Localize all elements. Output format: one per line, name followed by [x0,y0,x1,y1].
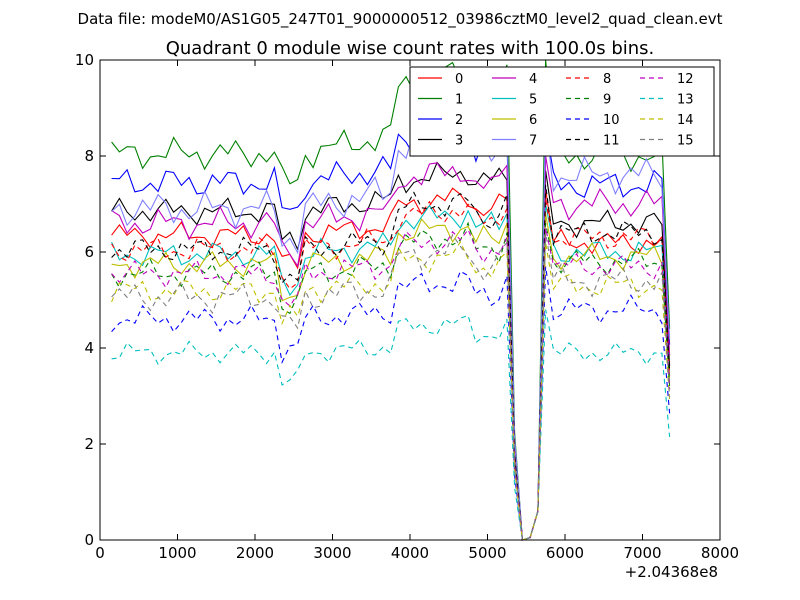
chart-title: Quadrant 0 module wise count rates with … [166,38,655,59]
x-tick-label: 0 [95,544,105,562]
legend-label-10: 10 [603,113,620,128]
x-tick-label: 2000 [236,544,274,562]
series-line-7 [111,117,671,541]
y-tick-label: 2 [84,435,94,453]
legend-label-3: 3 [455,134,463,149]
series-line-10 [111,266,671,541]
x-axis: 0 1000 2000 3000 4000 5000 6000 7000 8000 [95,60,739,562]
x-tick-label: 6000 [546,544,584,562]
series-line-9 [111,221,671,541]
legend-label-13: 13 [677,93,694,108]
legend-label-8: 8 [603,72,611,87]
x-tick-label: 1000 [158,544,196,562]
x-tick-label: 7000 [623,544,661,562]
legend-label-1: 1 [455,93,463,108]
legend-label-7: 7 [529,134,537,149]
legend-label-9: 9 [603,93,611,108]
legend-frame [409,66,715,157]
y-tick-label: 4 [84,339,94,357]
series-line-4 [111,155,671,541]
legend-label-11: 11 [603,134,620,149]
legend-label-5: 5 [529,93,537,108]
series-line-8 [111,199,671,541]
series-line-15 [111,232,671,541]
suptitle: Data file: modeM0/AS1G05_247T01_90000005… [78,10,723,29]
legend-label-12: 12 [677,72,694,87]
series-line-12 [111,227,671,541]
x-tick-label: 8000 [701,544,739,562]
x-offset-label: +2.04368e8 [625,563,718,581]
y-tick-label: 10 [75,51,94,69]
y-tick-label: 6 [84,243,94,261]
x-tick-label: 5000 [468,544,506,562]
series-line-2 [111,117,671,541]
series-line-6 [111,213,671,541]
legend-label-0: 0 [455,72,463,87]
series-line-13 [111,309,671,541]
series-line-3 [111,161,671,541]
series-line-14 [111,240,671,541]
series-line-11 [111,184,671,541]
plot-lines [111,59,671,541]
legend-label-14: 14 [677,113,694,128]
series-line-0 [111,187,671,541]
series-line-5 [111,203,671,541]
x-tick-label: 3000 [313,544,351,562]
legend-label-15: 15 [677,134,694,149]
legend-label-6: 6 [529,113,537,128]
x-tick-label: 4000 [391,544,429,562]
y-tick-label: 0 [84,531,94,549]
y-tick-label: 8 [84,147,94,165]
legend-label-4: 4 [529,72,537,87]
legend-label-2: 2 [455,113,463,128]
